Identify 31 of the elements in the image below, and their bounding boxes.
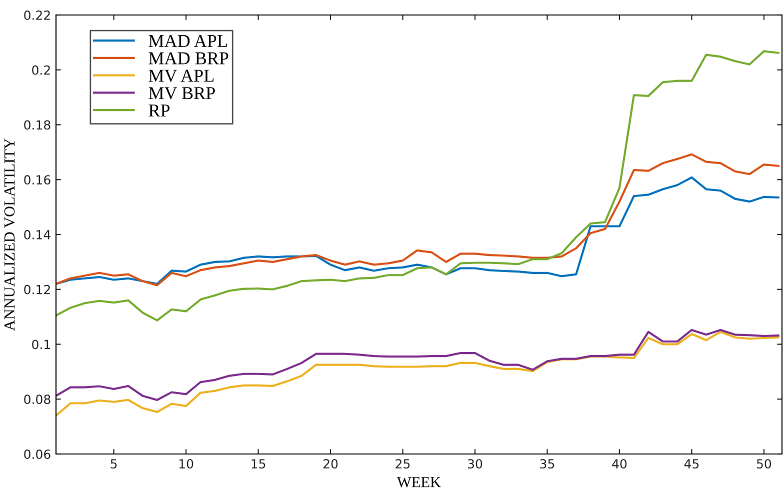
x-tick-label: 35 [540, 459, 554, 469]
y-tick-label: 0.1 [32, 340, 50, 350]
y-tick-label: 0.16 [24, 175, 50, 185]
legend-label: MV BRP [148, 87, 215, 100]
x-tick-label: 5 [110, 459, 117, 469]
y-tick-label: 0.2 [32, 65, 50, 75]
legend-label: MAD BRP [148, 52, 228, 64]
legend-label: MV APL [148, 70, 214, 82]
line-series [56, 176, 780, 285]
y-axis-title: ANNUALIZED VOLATILITY [4, 138, 15, 331]
legend-label: RP [148, 104, 170, 116]
line-series [56, 50, 780, 322]
x-tick-label: 30 [468, 459, 482, 469]
y-tick-label: 0.14 [24, 230, 50, 240]
y-tick-label: 0.22 [24, 10, 50, 20]
y-tick-label: 0.08 [24, 394, 50, 404]
x-tick-label: 15 [252, 459, 266, 469]
x-tick-label: 45 [684, 459, 699, 469]
x-axis-title: WEEK [396, 477, 441, 488]
x-tick-label: 10 [179, 459, 194, 469]
x-tick-label: 20 [323, 459, 338, 469]
y-tick-label: 0.06 [24, 449, 50, 459]
y-tick-label: 0.12 [24, 284, 50, 294]
line-series [56, 328, 780, 401]
x-tick-label: 40 [612, 459, 627, 469]
line-series [56, 153, 780, 286]
legend-label: MAD APL [148, 34, 227, 47]
x-tick-label: 25 [396, 459, 410, 469]
y-tick-label: 0.18 [24, 120, 50, 130]
line-series [56, 330, 780, 417]
x-tick-label: 50 [756, 459, 772, 469]
